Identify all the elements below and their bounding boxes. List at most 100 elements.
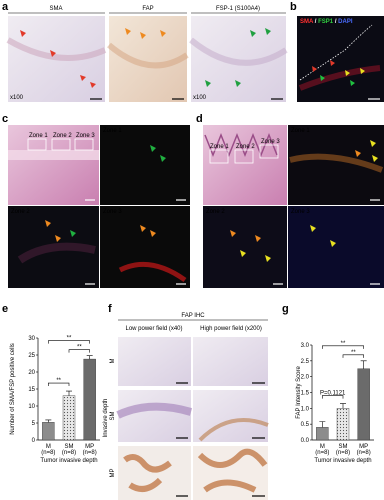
error-bar [66, 390, 72, 396]
significance-bracket [322, 395, 344, 399]
image-title: FSP-1 (S100A4) [216, 6, 260, 12]
image [193, 337, 268, 386]
significance-label: ** [341, 341, 346, 347]
panel-letter: d [196, 113, 203, 125]
y-axis-label: FAP Intensity Score [296, 366, 302, 419]
bar [316, 427, 329, 441]
error-bar [360, 360, 367, 369]
image [118, 446, 191, 500]
row-title: SM [110, 411, 116, 420]
x-axis-label: Tumor invasive depth [314, 458, 371, 464]
x-tick-note: (n=8) [357, 450, 371, 456]
x-tick-note: (n=8) [315, 450, 329, 456]
stain: SMA [300, 19, 314, 25]
x-tick-note: (n=8) [41, 450, 55, 456]
significance-label: ** [67, 336, 72, 342]
separator: / [313, 19, 318, 25]
row-title: M [110, 359, 116, 364]
zone-title: Zone 1 [103, 128, 122, 134]
zone-box-label: Zone 2 [53, 133, 72, 139]
image [203, 125, 287, 205]
image [297, 16, 384, 102]
zone-box-label: Zone 3 [76, 133, 95, 139]
zone-title: Zone 2 [206, 209, 225, 215]
x-tick-label: SM [65, 444, 74, 450]
bar [357, 368, 370, 441]
y-tick-label: 3.0 [301, 343, 310, 349]
image [118, 337, 191, 386]
row-title: MP [110, 469, 116, 478]
image [100, 125, 190, 205]
zone-title: Zone 3 [291, 209, 310, 215]
panel-letter: e [2, 303, 8, 315]
significance-label: P=0.1121 [320, 391, 346, 397]
x-axis-label: Tumor invasive depth [40, 458, 97, 464]
panel-letter: g [282, 303, 289, 315]
y-tick-label: 25 [28, 353, 35, 359]
x-tick-label: M [46, 444, 51, 450]
column-title: Low power field (x40) [125, 326, 182, 332]
bar [336, 408, 350, 441]
y-tick-label: 15 [28, 387, 35, 393]
image-title: SMA [49, 6, 62, 12]
axis-label: Invasive depth [103, 399, 109, 438]
x-tick-label: SM [339, 444, 348, 450]
y-tick-label: 10 [28, 404, 35, 410]
image-panels [6, 12, 384, 500]
significance-bracket [48, 382, 70, 387]
y-tick-label: 30 [28, 336, 35, 342]
y-tick-label: 0 [32, 438, 36, 444]
significance-label: ** [56, 378, 61, 384]
y-tick-label: 0.0 [301, 438, 310, 444]
image-title: FAP [142, 6, 153, 12]
significance-label: ** [77, 345, 82, 351]
y-tick-label: 5 [32, 421, 36, 427]
magnification: x100 [10, 95, 24, 101]
y-tick-label: 1.0 [301, 406, 310, 412]
x-tick-label: M [320, 444, 325, 450]
y-tick-label: 1.5 [301, 391, 310, 397]
stain: DAPI [338, 19, 353, 25]
image [288, 206, 384, 288]
zone-box-label: Zone 1 [29, 133, 48, 139]
significance-bracket [322, 345, 364, 349]
panel-letter: a [2, 1, 9, 13]
image [118, 390, 191, 442]
bar [42, 422, 55, 441]
zone-title: Zone 2 [11, 209, 30, 215]
zone-box-label: Zone 2 [236, 144, 255, 150]
y-tick-label: 2.5 [301, 359, 310, 365]
image [8, 125, 99, 205]
x-tick-note: (n=8) [83, 450, 97, 456]
y-axis-label: Number of SMA/FSP positive cells [10, 343, 16, 435]
zone-title: Zone 3 [103, 209, 122, 215]
panel-letter: b [290, 1, 297, 13]
error-bar [319, 421, 326, 428]
y-tick-label: 2.0 [301, 375, 310, 381]
zone-box-label: Zone 3 [261, 139, 280, 145]
stain: FSP1 [318, 19, 334, 25]
separator: / [333, 19, 338, 25]
x-tick-note: (n=8) [336, 450, 350, 456]
magnification: x100 [193, 95, 207, 101]
x-tick-note: (n=8) [62, 450, 76, 456]
zone-box-label: Zone 1 [210, 144, 229, 150]
y-tick-label: 20 [28, 370, 35, 376]
significance-bracket [68, 349, 90, 353]
panel-letter: f [108, 303, 112, 315]
error-bar [340, 403, 346, 409]
bar [83, 358, 96, 441]
significance-bracket [48, 340, 90, 344]
bar [62, 395, 76, 441]
arrowheads [20, 28, 378, 262]
zone-title: Zone 1 [291, 128, 310, 134]
image [203, 206, 287, 288]
significance-bracket [342, 354, 364, 358]
column-title: High power field (x200) [200, 326, 262, 332]
panel-letter: c [2, 113, 8, 125]
error-bar [45, 419, 52, 423]
stain-legend: SMA / FSP1 / DAPI [300, 19, 353, 25]
significance-label: ** [351, 350, 356, 356]
x-tick-label: MP [85, 444, 94, 450]
